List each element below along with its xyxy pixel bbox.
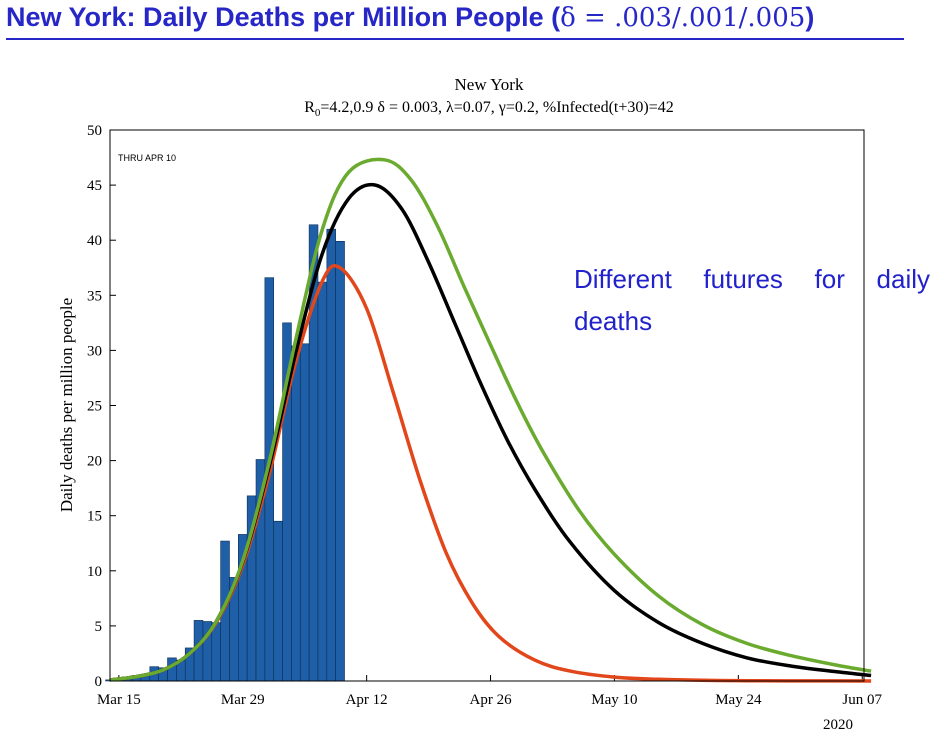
x-tick-label: Mar 15 <box>97 692 141 708</box>
slide-title-close: ) <box>805 2 815 32</box>
x-tick-label: Jun 07 <box>842 692 882 708</box>
bar <box>326 228 336 682</box>
chart-subtitle: R0=4.2,0.9 δ = 0.003, λ=0.07, γ=0.2, %In… <box>304 99 674 119</box>
plot-frame <box>109 129 865 682</box>
chart-subtitle-r: R <box>304 99 315 116</box>
x-tick-label: Mar 29 <box>221 692 265 708</box>
bar <box>211 622 221 682</box>
x-axis: Mar 15 Mar 29 Apr 12 Apr 26 May 10 May 24 Jun … <box>97 675 883 708</box>
series-line <box>109 157 872 682</box>
chart-title: New York <box>455 75 524 94</box>
model-curves <box>109 157 872 683</box>
bar <box>291 345 301 682</box>
bar <box>193 620 204 682</box>
bar-series <box>105 224 345 682</box>
y-tick-label: 35 <box>87 288 102 304</box>
year-label: 2020 <box>823 717 853 733</box>
chart-subtitle-params: =4.2,0.9 δ = 0.003, λ=0.07, γ=0.2, %Infe… <box>320 99 673 116</box>
y-tick-label: 40 <box>87 233 102 249</box>
x-tick-label: May 24 <box>715 692 762 708</box>
x-tick-label: May 10 <box>591 692 637 708</box>
y-tick-label: 50 <box>87 123 102 139</box>
y-tick-label: 45 <box>87 178 102 194</box>
y-tick-label: 25 <box>87 399 102 415</box>
inset-label: THRU APR 10 <box>118 153 176 163</box>
x-tick-label: Apr 26 <box>470 692 513 708</box>
y-axis: 0 5 10 15 20 25 30 35 40 45 50 <box>87 123 116 690</box>
y-tick-label: 0 <box>95 674 103 690</box>
y-tick-label: 20 <box>87 454 102 470</box>
slide-title: New York: Daily Deaths per Million Peopl… <box>6 2 814 33</box>
bar <box>273 520 283 682</box>
bar <box>299 343 310 682</box>
slide-title-text: New York: Daily Deaths per Million Peopl… <box>6 2 561 32</box>
y-tick-label: 5 <box>95 619 103 635</box>
y-tick-label: 10 <box>87 564 102 580</box>
slide-title-math: δ = .003/.001/.005 <box>560 3 806 33</box>
annotation-text: Different futures for daily deaths <box>574 264 930 336</box>
bar <box>335 241 345 682</box>
y-tick-label: 15 <box>87 509 102 525</box>
chart-subtitle-sub: 0 <box>315 107 321 119</box>
bar <box>167 657 177 682</box>
bar <box>317 281 328 682</box>
y-axis-label: Daily deaths per million people <box>57 298 76 512</box>
y-tick-label: 30 <box>87 343 102 359</box>
x-tick-label: Apr 12 <box>346 692 388 708</box>
title-underline <box>6 38 904 40</box>
